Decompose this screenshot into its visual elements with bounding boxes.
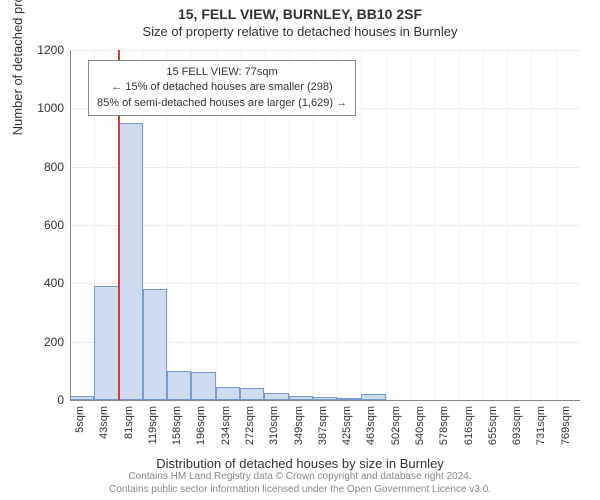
histogram-bar (191, 372, 215, 400)
x-tick-label: 158sqm (171, 406, 183, 466)
x-tick-label: 540sqm (414, 406, 426, 466)
histogram-bar (216, 387, 240, 400)
x-tick-label: 693sqm (511, 406, 523, 466)
x-tick-label: 119sqm (147, 406, 159, 466)
info-line-1: 15 FELL VIEW: 77sqm (97, 65, 347, 80)
chart-title: 15, FELL VIEW, BURNLEY, BB10 2SF (0, 0, 600, 22)
y-tick-label: 0 (4, 393, 64, 407)
gridline-h (70, 225, 580, 226)
footer-line-1: Contains HM Land Registry data © Crown c… (0, 470, 600, 483)
x-tick-label: 272sqm (244, 406, 256, 466)
x-tick-label: 731sqm (535, 406, 547, 466)
y-tick-label: 1000 (4, 101, 64, 115)
x-tick-label: 196sqm (195, 406, 207, 466)
x-tick-label: 310sqm (268, 406, 280, 466)
x-tick-label: 43sqm (98, 406, 110, 466)
gridline-v (507, 50, 508, 400)
histogram-bar (240, 388, 264, 400)
info-line-2: ← 15% of detached houses are smaller (29… (97, 80, 347, 95)
gridline-h (70, 283, 580, 284)
gridline-v (483, 50, 484, 400)
histogram-bar (143, 289, 167, 400)
footer-line-2: Contains public sector information licen… (0, 483, 600, 496)
x-tick-label: 655sqm (487, 406, 499, 466)
chart-container: 15, FELL VIEW, BURNLEY, BB10 2SF Size of… (0, 0, 600, 500)
footer: Contains HM Land Registry data © Crown c… (0, 470, 600, 496)
gridline-v (531, 50, 532, 400)
gridline-v (434, 50, 435, 400)
histogram-bar (167, 371, 191, 400)
x-tick-label: 502sqm (390, 406, 402, 466)
info-box: 15 FELL VIEW: 77sqm ← 15% of detached ho… (88, 60, 356, 116)
x-tick-label: 349sqm (293, 406, 305, 466)
gridline-v (556, 50, 557, 400)
histogram-bar (119, 123, 143, 400)
gridline-h (70, 50, 580, 51)
x-tick-label: 234sqm (220, 406, 232, 466)
gridline-v (361, 50, 362, 400)
gridline-v (410, 50, 411, 400)
x-tick-label: 463sqm (365, 406, 377, 466)
gridline-v (459, 50, 460, 400)
gridline-h (70, 167, 580, 168)
x-tick-label: 425sqm (341, 406, 353, 466)
info-line-3: 85% of semi-detached houses are larger (… (97, 96, 347, 111)
histogram-bar (94, 286, 118, 400)
y-tick-label: 400 (4, 276, 64, 290)
x-tick-label: 5sqm (74, 406, 86, 466)
y-tick-label: 800 (4, 160, 64, 174)
y-axis-line (70, 50, 71, 400)
x-axis-line (70, 400, 580, 401)
y-tick-label: 200 (4, 335, 64, 349)
x-tick-label: 769sqm (560, 406, 572, 466)
histogram-bar (264, 393, 288, 400)
y-tick-label: 1200 (4, 43, 64, 57)
gridline-v (386, 50, 387, 400)
x-tick-label: 81sqm (123, 406, 135, 466)
chart-subtitle: Size of property relative to detached ho… (0, 22, 600, 39)
x-tick-label: 387sqm (317, 406, 329, 466)
x-tick-label: 578sqm (438, 406, 450, 466)
y-tick-label: 600 (4, 218, 64, 232)
x-tick-label: 616sqm (463, 406, 475, 466)
